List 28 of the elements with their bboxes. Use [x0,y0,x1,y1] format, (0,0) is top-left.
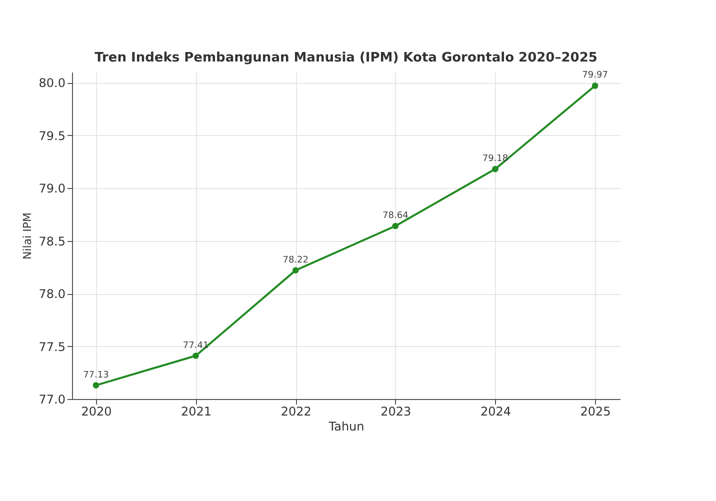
chart-title: Tren Indeks Pembangunan Manusia (IPM) Kota Gorontalo 2020–2025 [94,50,598,66]
y-tick-label: 80.0 [38,76,66,90]
x-tick-label: 2025 [580,404,611,418]
y-axis-title: Nilai IPM [20,212,34,260]
y-tick-label: 78.0 [38,287,66,302]
x-tick-label: 2020 [81,404,112,418]
y-tick-label: 79.5 [38,128,66,143]
data-label: 77.13 [83,370,109,380]
point [392,222,399,230]
y-tick-label: 78.5 [38,234,66,248]
point [192,352,199,359]
point [292,267,299,274]
data-label: 79.18 [482,154,508,164]
data-label: 79.97 [582,70,608,81]
x-tick-label: 2022 [280,404,312,418]
x-tick-label: 2021 [181,404,212,418]
x-tick-label: 2024 [480,404,511,418]
y-tick-label: 77.5 [38,340,66,354]
point [592,82,598,89]
x-tick-label: 2023 [380,404,412,418]
y-tick-label: 79.0 [38,182,66,196]
data-label: 78.22 [282,255,308,266]
point [92,382,100,388]
x-axis-title: Tahun [328,420,364,434]
point [492,166,498,172]
data-label: 78.64 [382,211,409,222]
y-tick-label: 77.0 [38,392,66,406]
data-label: 77.41 [182,340,209,351]
